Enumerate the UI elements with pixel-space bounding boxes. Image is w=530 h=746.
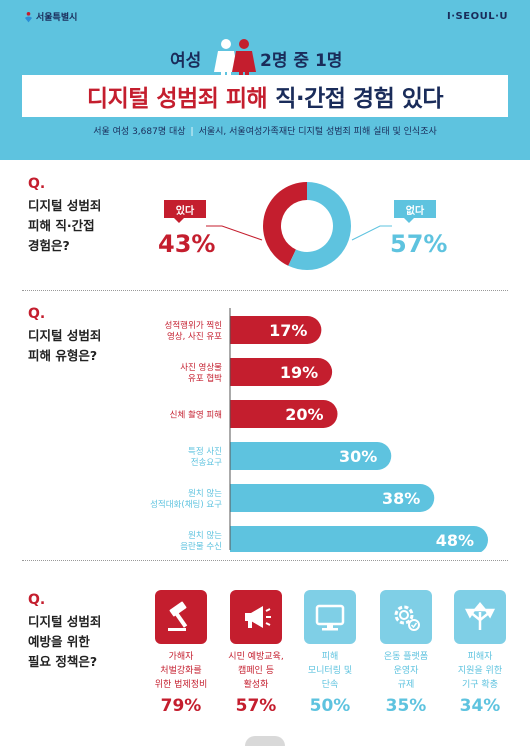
donut-slice	[262, 182, 307, 266]
bar-category-label: 사진 영상물	[180, 362, 222, 373]
policy-percent: 34%	[459, 696, 501, 716]
directions-icon	[454, 590, 506, 644]
bar-category-label: 원치 않는	[188, 489, 222, 499]
brand-text: I·SEOUL·U	[447, 11, 508, 22]
gavel-icon	[155, 590, 207, 644]
policy-label-line: 단속	[321, 680, 339, 690]
policy-percent: 35%	[385, 696, 427, 716]
policy-label: 시민 예방교육, 캠페인 등 활성화	[221, 650, 291, 692]
policy-label-line: 피해	[321, 652, 339, 662]
divider	[22, 560, 508, 561]
question-line: 피해 직·간접	[28, 218, 95, 233]
question-mark: Q.	[28, 176, 46, 192]
bar-value-label: 38%	[382, 489, 420, 508]
subhead-women: 여성	[170, 51, 202, 71]
bar-category-label: 원치 않는	[188, 531, 222, 541]
question-line: 예방을 위한	[28, 634, 90, 649]
question-mark: Q.	[28, 306, 46, 322]
bar-value-label: 20%	[285, 405, 323, 424]
yes-badge: 있다	[164, 200, 206, 223]
policy-label-line: 지원을 위한	[457, 666, 503, 676]
no-badge: 없다	[394, 200, 436, 223]
bar-category-label: 유포 협박	[188, 373, 222, 384]
source-sample: 서울 여성 3,687명 대상	[93, 127, 186, 137]
source-separator: |	[190, 127, 194, 137]
gear-icon	[380, 590, 432, 644]
policy-label-line: 규제	[397, 680, 415, 690]
bar-category-label: 성적행위가 찍힌	[165, 320, 222, 331]
donut-chart	[262, 182, 351, 270]
bar-category-label: 음란물 수신	[180, 541, 222, 552]
policy-label-line: 처벌강화를	[160, 666, 202, 676]
question-2: Q. 디지털 성범죄 피해 유형은?	[28, 306, 101, 366]
policy-label-line: 모니터링 및	[307, 666, 353, 676]
seoul-logo: 서울특별시	[24, 10, 77, 23]
no-percent: 57%	[390, 230, 448, 258]
question-mark: Q.	[28, 592, 46, 608]
bar	[230, 400, 338, 428]
policy-label: 가해자 처벌강화를 위한 법제정비	[146, 650, 216, 692]
title-navy: 직·간접 경험 있다	[275, 86, 444, 112]
policy-label-line: 운영자	[393, 666, 419, 676]
policy-label-line: 캠페인 등	[238, 666, 274, 676]
bar	[230, 526, 488, 552]
question-line: 경험은?	[28, 238, 70, 253]
women-figures-icon	[214, 39, 256, 86]
divider	[22, 290, 508, 291]
policy-label: 피해자 지원을 위한 기구 확충	[445, 650, 515, 692]
bar-value-label: 19%	[280, 363, 318, 382]
source-line: 서울 여성 3,687명 대상 | 서울시, 서울여성가족재단 디지털 성범죄 피해…	[0, 124, 530, 137]
page-tab	[245, 736, 285, 746]
bar	[230, 442, 392, 470]
policy-percent: 50%	[309, 696, 351, 716]
subhead-ratio: 2명 중 1명	[260, 51, 343, 71]
monitor-icon	[304, 590, 356, 644]
bar-category-label: 전송요구	[191, 457, 222, 468]
donut-leader-lines	[206, 225, 392, 241]
question-line: 필요 정책은?	[28, 654, 98, 669]
question-1: Q. 디지털 성범죄 피해 직·간접 경험은?	[28, 176, 101, 256]
subheadline: 여성 2명 중 1명	[0, 38, 530, 86]
bar-category-label: 신체 촬영 피해	[170, 410, 222, 421]
source-org: 서울시, 서울여성가족재단 디지털 성범죄 피해 실태 및 인식조사	[198, 127, 437, 137]
logo-text: 서울특별시	[36, 13, 78, 23]
policy-label-line: 피해자	[467, 652, 493, 662]
policy-label-line: 시민 예방교육,	[228, 652, 284, 662]
seoul-logo-icon	[24, 11, 33, 22]
policy-label: 온동 플랫폼 운영자 규제	[371, 650, 441, 692]
bar-value-label: 30%	[339, 447, 377, 466]
bar	[230, 316, 322, 344]
donut-slice	[288, 182, 351, 270]
question-line: 디지털 성범죄	[28, 328, 102, 343]
title-red: 디지털 성범죄 피해	[86, 86, 268, 112]
bar	[230, 484, 435, 512]
megaphone-icon	[230, 590, 282, 644]
yes-percent: 43%	[158, 230, 216, 258]
bar-category-label: 특정 사진	[188, 446, 222, 457]
header-banner: 서울특별시 I·SEOUL·U 여성 2명 중 1명 디지털 성범죄 피해 직·…	[0, 0, 530, 160]
question-3: Q. 디지털 성범죄 예방을 위한 필요 정책은?	[28, 592, 101, 672]
policy-label: 피해 모니터링 및 단속	[295, 650, 365, 692]
bar-value-label: 48%	[436, 531, 474, 550]
policy-label-line: 가해자	[168, 652, 194, 662]
question-line: 디지털 성범죄	[28, 198, 102, 213]
policy-label-line: 활성화	[243, 680, 269, 690]
question-line: 디지털 성범죄	[28, 614, 102, 629]
policy-label-line: 위한 법제정비	[154, 680, 208, 690]
bar	[230, 358, 333, 386]
bar-value-label: 17%	[269, 321, 307, 340]
bar-category-label: 성적대화(채팅) 요구	[150, 499, 222, 510]
page-title: 디지털 성범죄 피해 직·간접 경험 있다	[22, 75, 508, 117]
policy-percent: 57%	[235, 696, 277, 716]
bar-category-label: 영상, 사진 유포	[167, 331, 222, 342]
policy-percent: 79%	[160, 696, 202, 716]
policy-label-line: 온동 플랫폼	[383, 652, 429, 662]
question-line: 피해 유형은?	[28, 348, 98, 363]
policy-label-line: 기구 확충	[462, 680, 498, 690]
